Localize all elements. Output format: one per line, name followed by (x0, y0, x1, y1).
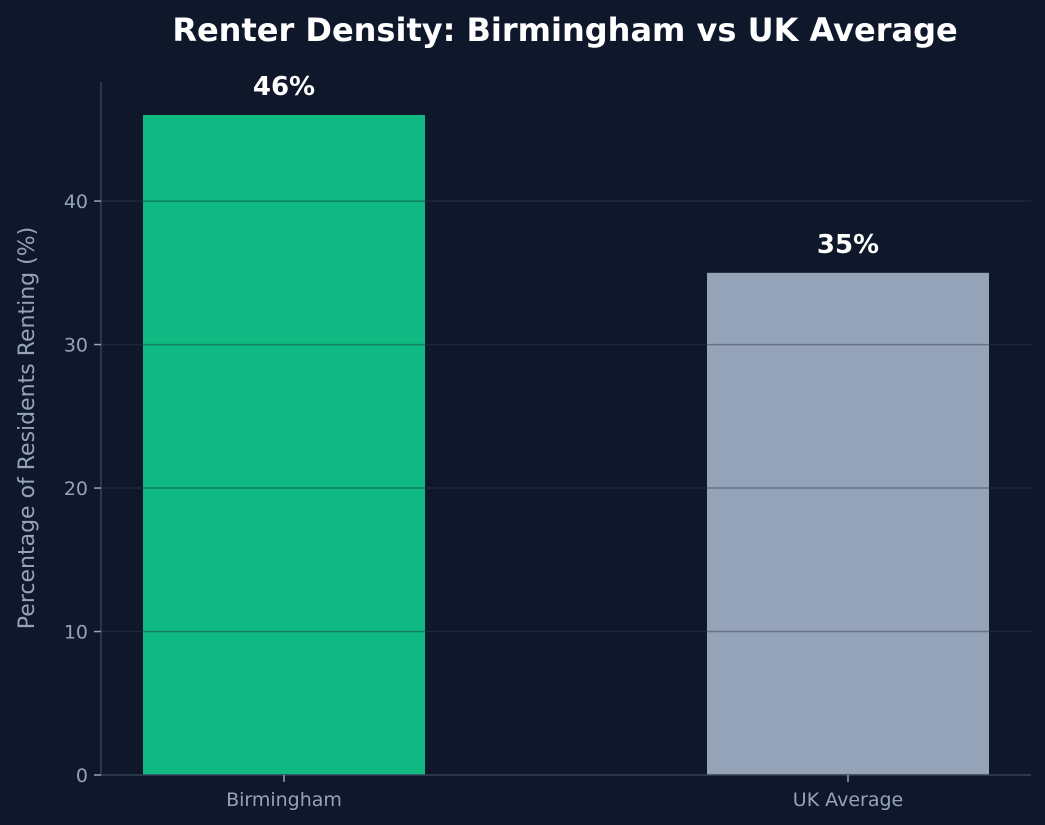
y-ticks: 0 10 20 30 40 (64, 191, 101, 787)
y-axis-label: Percentage of Residents Renting (%) (15, 227, 40, 629)
axes (100, 82, 1031, 776)
chart-title: Renter Density: Birmingham vs UK Average (172, 11, 957, 49)
y-tick-label-10: 10 (64, 622, 88, 644)
data-label-uk-average: 35% (817, 230, 879, 260)
y-tick-label-40: 40 (64, 191, 88, 213)
y-tick-label-30: 30 (64, 335, 88, 357)
x-ticks: Birmingham UK Average (226, 775, 903, 811)
bar-uk-average (707, 272, 989, 775)
data-labels: 46% 35% (253, 72, 879, 260)
bars (143, 115, 989, 775)
bar-birmingham (143, 115, 425, 775)
y-tick-label-20: 20 (64, 478, 88, 500)
y-tick-label-0: 0 (76, 765, 88, 787)
data-label-birmingham: 46% (253, 72, 315, 102)
x-tick-label-uk-average: UK Average (793, 789, 903, 811)
x-tick-label-birmingham: Birmingham (226, 789, 342, 811)
